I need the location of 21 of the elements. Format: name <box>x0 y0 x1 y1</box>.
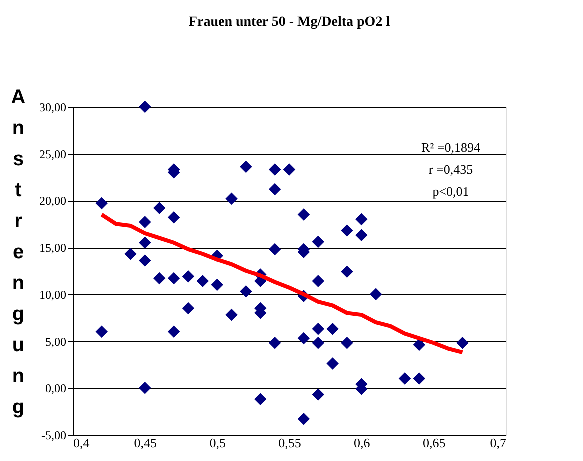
annotation: r =0,435 <box>428 162 474 177</box>
y-tick-label: 30,00 <box>40 100 66 114</box>
y-tick-label: 25,00 <box>40 147 66 162</box>
x-tick-label: 0,45 <box>134 436 158 450</box>
y-tick-label: 20,00 <box>40 194 66 208</box>
annotation: R² =0,1894 <box>422 140 481 155</box>
y-tick-label: -5,00 <box>42 428 66 442</box>
x-tick-label: 0,65 <box>422 436 446 450</box>
y-tick-label: 10,00 <box>40 288 66 302</box>
x-tick-label: 0,5 <box>210 436 226 450</box>
x-tick-label: 0,4 <box>74 436 90 450</box>
y-tick-label: 5,00 <box>46 334 66 349</box>
text: Anstrengung <box>11 86 26 418</box>
line-series <box>100 212 465 355</box>
x-tick-label: 0,6 <box>354 436 371 450</box>
x-tick-label: 0,55 <box>278 436 302 450</box>
annotation: p<0,01 <box>432 184 470 199</box>
y-tick-label: 15,00 <box>40 241 66 256</box>
y-tick-label: 0,00 <box>46 382 66 396</box>
x-tick-label: 0,7 <box>490 436 507 450</box>
chart-title: Frauen unter 50 - Mg/Delta pO2 l <box>188 15 390 30</box>
